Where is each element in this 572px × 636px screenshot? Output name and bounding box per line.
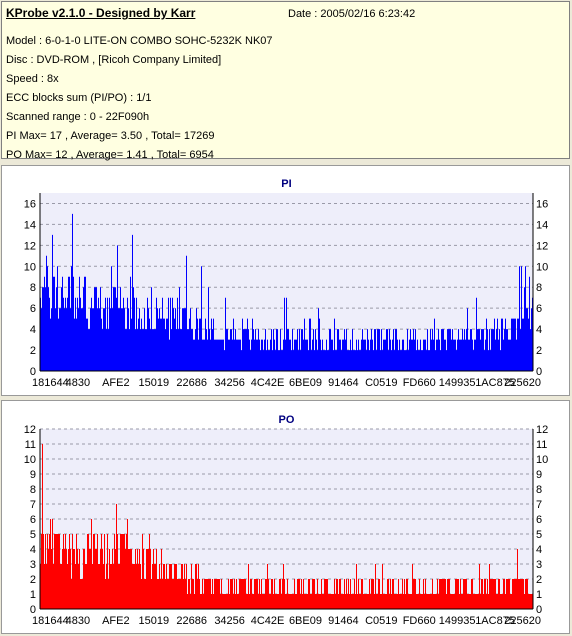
y-tick-label-right: 4 bbox=[536, 324, 542, 336]
x-tick-label: C0519 bbox=[365, 377, 397, 389]
scan-date: Date : 2005/02/16 6:23:42 bbox=[288, 8, 416, 20]
y-tick-label-left: 2 bbox=[30, 574, 36, 586]
x-tick-label: 1AC875 bbox=[475, 615, 515, 627]
y-tick-label-left: 8 bbox=[30, 484, 36, 496]
x-tick-label: AFE2 bbox=[102, 615, 130, 627]
y-tick-label-left: 4 bbox=[30, 544, 36, 556]
y-tick-label-left: 6 bbox=[30, 303, 36, 315]
speed-line: Speed : 8x bbox=[6, 73, 59, 85]
x-tick-label: 91464 bbox=[328, 615, 359, 627]
y-tick-label-right: 12 bbox=[536, 240, 548, 252]
x-tick-label: 4830 bbox=[66, 377, 90, 389]
y-tick-label-right: 10 bbox=[536, 261, 548, 273]
y-tick-label-right: 8 bbox=[536, 282, 542, 294]
ecc-line: ECC blocks sum (PI/PO) : 1/1 bbox=[6, 92, 152, 104]
y-tick-label-left: 1 bbox=[30, 589, 36, 601]
x-tick-label: 181644 bbox=[32, 377, 69, 389]
y-tick-label-left: 7 bbox=[30, 499, 36, 511]
y-tick-label-right: 8 bbox=[536, 484, 542, 496]
x-tick-label: 22686 bbox=[176, 615, 207, 627]
x-tick-label: 181644 bbox=[32, 615, 69, 627]
x-tick-label: 149935 bbox=[439, 615, 476, 627]
x-tick-label: 1AC875 bbox=[475, 377, 515, 389]
y-tick-label-right: 11 bbox=[536, 439, 547, 451]
y-tick-label-left: 8 bbox=[30, 282, 36, 294]
y-tick-label-right: 6 bbox=[536, 514, 542, 526]
x-tick-label: 91464 bbox=[328, 377, 359, 389]
y-tick-label-right: 3 bbox=[536, 559, 542, 571]
y-tick-label-right: 2 bbox=[536, 574, 542, 586]
x-tick-label: 34256 bbox=[214, 377, 245, 389]
y-tick-label-left: 10 bbox=[24, 261, 36, 273]
chart-title: PI bbox=[281, 178, 291, 190]
range-line: Scanned range : 0 - 22F090h bbox=[6, 111, 150, 123]
y-tick-label-left: 9 bbox=[30, 469, 36, 481]
y-tick-label-right: 14 bbox=[536, 219, 548, 231]
x-tick-label: FD660 bbox=[403, 377, 436, 389]
x-tick-label: 15019 bbox=[138, 615, 169, 627]
y-tick-label-left: 2 bbox=[30, 345, 36, 357]
chart-title: PO bbox=[279, 414, 295, 426]
po-chart-panel: PO 0 0 1 1 2 2 3 3 4 4 5 5 6 6 7 7 8 8 9 9 10 10 11 11 12 12 181644… bbox=[1, 400, 570, 634]
y-tick-label-left: 12 bbox=[24, 424, 36, 436]
x-tick-label: C0519 bbox=[365, 615, 397, 627]
pi-chart-panel: PI 0 0 2 2 4 4 6 6 8 8 10 10 12 12 14 14 16 16 181644 4830 AF… bbox=[1, 165, 570, 396]
y-tick-label-right: 5 bbox=[536, 529, 542, 541]
y-tick-label-right: 16 bbox=[536, 198, 548, 210]
y-tick-label-right: 0 bbox=[536, 366, 542, 378]
y-tick-label-left: 14 bbox=[24, 219, 36, 231]
y-tick-label-right: 7 bbox=[536, 499, 542, 511]
y-tick-label-right: 10 bbox=[536, 454, 548, 466]
y-tick-label-right: 9 bbox=[536, 469, 542, 481]
x-tick-label: FD660 bbox=[403, 615, 436, 627]
y-tick-label-left: 12 bbox=[24, 240, 36, 252]
x-tick-label: 225620 bbox=[504, 377, 541, 389]
x-tick-label: 15019 bbox=[138, 377, 169, 389]
x-tick-label: 34256 bbox=[214, 615, 245, 627]
y-tick-label-left: 10 bbox=[24, 454, 36, 466]
y-tick-label-left: 5 bbox=[30, 529, 36, 541]
info-panel: KProbe v2.1.0 - Designed by Karr Date : … bbox=[1, 1, 570, 161]
y-tick-label-right: 4 bbox=[536, 544, 542, 556]
y-tick-label-left: 0 bbox=[30, 604, 36, 616]
pi-stats-line: PI Max= 17 , Average= 3.50 , Total= 1726… bbox=[6, 130, 215, 142]
x-tick-label: AFE2 bbox=[102, 377, 130, 389]
x-tick-label: 4C42E bbox=[251, 377, 285, 389]
y-tick-label-left: 16 bbox=[24, 198, 36, 210]
y-tick-label-right: 0 bbox=[536, 604, 542, 616]
y-tick-label-left: 0 bbox=[30, 366, 36, 378]
y-tick-label-right: 12 bbox=[536, 424, 548, 436]
x-tick-label: 225620 bbox=[504, 615, 541, 627]
po-stats-line: PO Max= 12 , Average= 1.41 , Total= 6954 bbox=[6, 149, 214, 161]
y-tick-label-left: 6 bbox=[30, 514, 36, 526]
x-tick-label: 22686 bbox=[176, 377, 207, 389]
y-tick-label-right: 6 bbox=[536, 303, 542, 315]
disc-line: Disc : DVD-ROM , [Ricoh Company Limited] bbox=[6, 54, 222, 66]
x-tick-label: 4C42E bbox=[251, 615, 285, 627]
y-tick-label-right: 2 bbox=[536, 345, 542, 357]
app-title: KProbe v2.1.0 - Designed by Karr bbox=[6, 6, 196, 20]
x-tick-label: 149935 bbox=[439, 377, 476, 389]
x-tick-label: 4830 bbox=[66, 615, 90, 627]
y-tick-label-left: 11 bbox=[25, 439, 36, 451]
y-tick-label-left: 3 bbox=[30, 559, 36, 571]
x-tick-label: 6BE09 bbox=[289, 377, 322, 389]
y-tick-label-left: 4 bbox=[30, 324, 36, 336]
y-tick-label-right: 1 bbox=[536, 589, 542, 601]
model-line: Model : 6-0-1-0 LITE-ON COMBO SOHC-5232K… bbox=[6, 35, 273, 47]
x-tick-label: 6BE09 bbox=[289, 615, 322, 627]
